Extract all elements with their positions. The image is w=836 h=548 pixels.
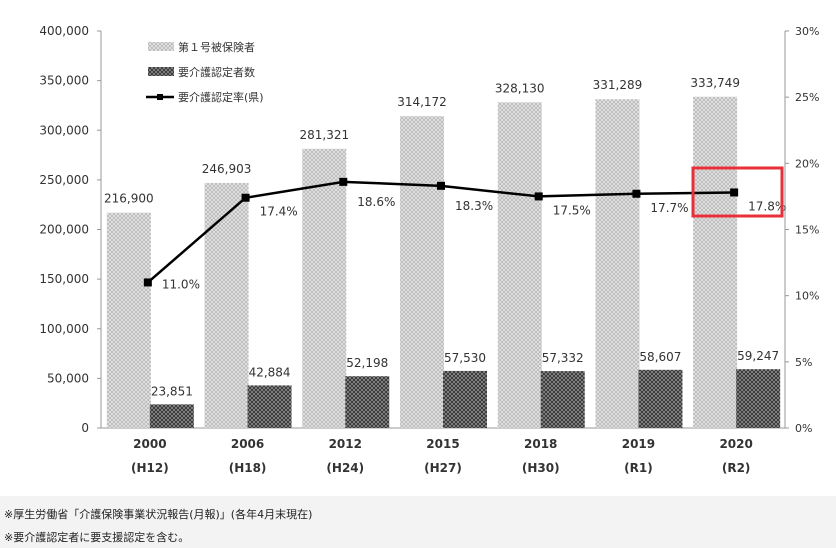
legend-label-bar1: 第１号被保険者 bbox=[178, 40, 255, 54]
bar-insured-label: 333,749 bbox=[690, 76, 740, 90]
x-tick-sublabel: (H12) bbox=[131, 461, 169, 475]
highlight-box-2020 bbox=[691, 166, 784, 218]
bar-certified-label: 57,332 bbox=[542, 351, 584, 365]
y-tick-label: 300,000 bbox=[39, 123, 89, 137]
bar-certified-label: 57,530 bbox=[444, 351, 486, 365]
bar-certified-label: 59,247 bbox=[737, 349, 779, 363]
rate-label: 18.3% bbox=[455, 199, 493, 213]
rate-marker bbox=[632, 189, 641, 198]
bar-certified-label: 52,198 bbox=[346, 356, 388, 370]
y-tick-label: 50,000 bbox=[47, 371, 89, 385]
y-tick-label: 150,000 bbox=[39, 272, 89, 286]
legend-swatch-marker bbox=[157, 94, 163, 100]
rate-label: 17.8% bbox=[748, 199, 786, 213]
source-note: ※厚生労働省「介護保険事業状況報告(月報)」(各年4月末現在) bbox=[4, 508, 313, 521]
bar-insured bbox=[595, 99, 640, 428]
x-tick-sublabel: (R2) bbox=[722, 461, 751, 475]
bar-insured bbox=[106, 212, 151, 428]
bar-certified-label: 42,884 bbox=[249, 365, 291, 379]
bar-certified bbox=[443, 370, 487, 428]
x-tick-sublabel: (H24) bbox=[326, 461, 364, 475]
y-tick-label: 100,000 bbox=[39, 322, 89, 336]
x-tick-sublabel: (H30) bbox=[522, 461, 560, 475]
definition-note: ※要介護認定者に要支援認定を含む。 bbox=[4, 531, 190, 544]
bar-certified bbox=[247, 385, 292, 428]
x-tick-label: 2006 bbox=[231, 437, 264, 451]
legend-swatch-bar2 bbox=[148, 67, 174, 76]
y2-tick-label: 5% bbox=[795, 356, 812, 369]
y2-tick-label: 30% bbox=[795, 25, 819, 38]
rate-marker bbox=[534, 192, 543, 201]
bar-insured-label: 216,900 bbox=[104, 192, 154, 206]
bar-certified-label: 23,851 bbox=[151, 384, 193, 398]
legend-swatch-bar1 bbox=[148, 42, 174, 51]
x-tick-label: 2012 bbox=[329, 437, 362, 451]
bar-certified-label: 58,607 bbox=[639, 350, 681, 364]
rate-marker bbox=[730, 188, 739, 197]
bar-insured bbox=[302, 148, 347, 428]
rate-label: 17.7% bbox=[650, 201, 688, 215]
y2-tick-label: 25% bbox=[795, 91, 819, 104]
y2-tick-label: 0% bbox=[795, 422, 812, 435]
y-tick-label: 0 bbox=[81, 421, 89, 435]
x-tick-label: 2020 bbox=[719, 437, 752, 451]
rate-label: 17.4% bbox=[260, 205, 298, 219]
legend-label-line: 要介護認定率(県) bbox=[178, 90, 264, 104]
y-tick-label: 400,000 bbox=[39, 24, 89, 38]
bar-certified bbox=[736, 369, 781, 428]
y-tick-label: 250,000 bbox=[39, 173, 89, 187]
bar-certified bbox=[149, 404, 194, 428]
x-tick-sublabel: (H18) bbox=[229, 461, 267, 475]
bar-insured bbox=[400, 116, 444, 428]
x-tick-label: 2015 bbox=[426, 437, 459, 451]
rate-marker bbox=[437, 181, 445, 190]
legend: 第１号被保険者 要介護認定者数 要介護認定率(県) bbox=[146, 40, 264, 104]
rate-marker bbox=[143, 278, 152, 287]
bar-insured-label: 331,289 bbox=[593, 78, 643, 92]
x-tick-sublabel: (H27) bbox=[424, 461, 462, 475]
y-tick-label: 200,000 bbox=[39, 223, 89, 237]
bar-insured-label: 281,321 bbox=[299, 128, 349, 142]
bar-insured-label: 246,903 bbox=[202, 162, 252, 176]
bar-certified bbox=[345, 376, 390, 428]
y2-tick-label: 20% bbox=[795, 157, 819, 170]
x-tick-label: 2000 bbox=[133, 437, 166, 451]
rate-label: 17.5% bbox=[553, 203, 591, 217]
chart-area: 0 50,000 100,000 150,000 200,000 250,000 300,0… bbox=[0, 0, 836, 496]
legend-label-bar2: 要介護認定者数 bbox=[178, 65, 255, 79]
bar-insured bbox=[693, 96, 738, 428]
x-tick-sublabel: (R1) bbox=[624, 461, 653, 475]
chart-svg: 0 50,000 100,000 150,000 200,000 250,000 300,0… bbox=[39, 24, 819, 475]
y2-tick-label: 15% bbox=[795, 224, 819, 237]
y-tick-label: 350,000 bbox=[39, 74, 89, 88]
bar-insured bbox=[497, 102, 542, 428]
rate-label: 18.6% bbox=[357, 195, 395, 209]
bar-insured-label: 314,172 bbox=[397, 95, 447, 109]
bar-certified bbox=[540, 371, 585, 428]
bar-insured bbox=[204, 182, 249, 428]
rate-marker bbox=[339, 177, 348, 186]
rate-marker bbox=[241, 193, 250, 202]
bar-certified bbox=[638, 369, 683, 428]
x-tick-label: 2018 bbox=[524, 437, 557, 451]
x-tick-label: 2019 bbox=[622, 437, 655, 451]
bar-insured-label: 328,130 bbox=[495, 81, 545, 95]
y2-tick-label: 10% bbox=[795, 290, 819, 303]
rate-label: 11.0% bbox=[162, 277, 200, 291]
